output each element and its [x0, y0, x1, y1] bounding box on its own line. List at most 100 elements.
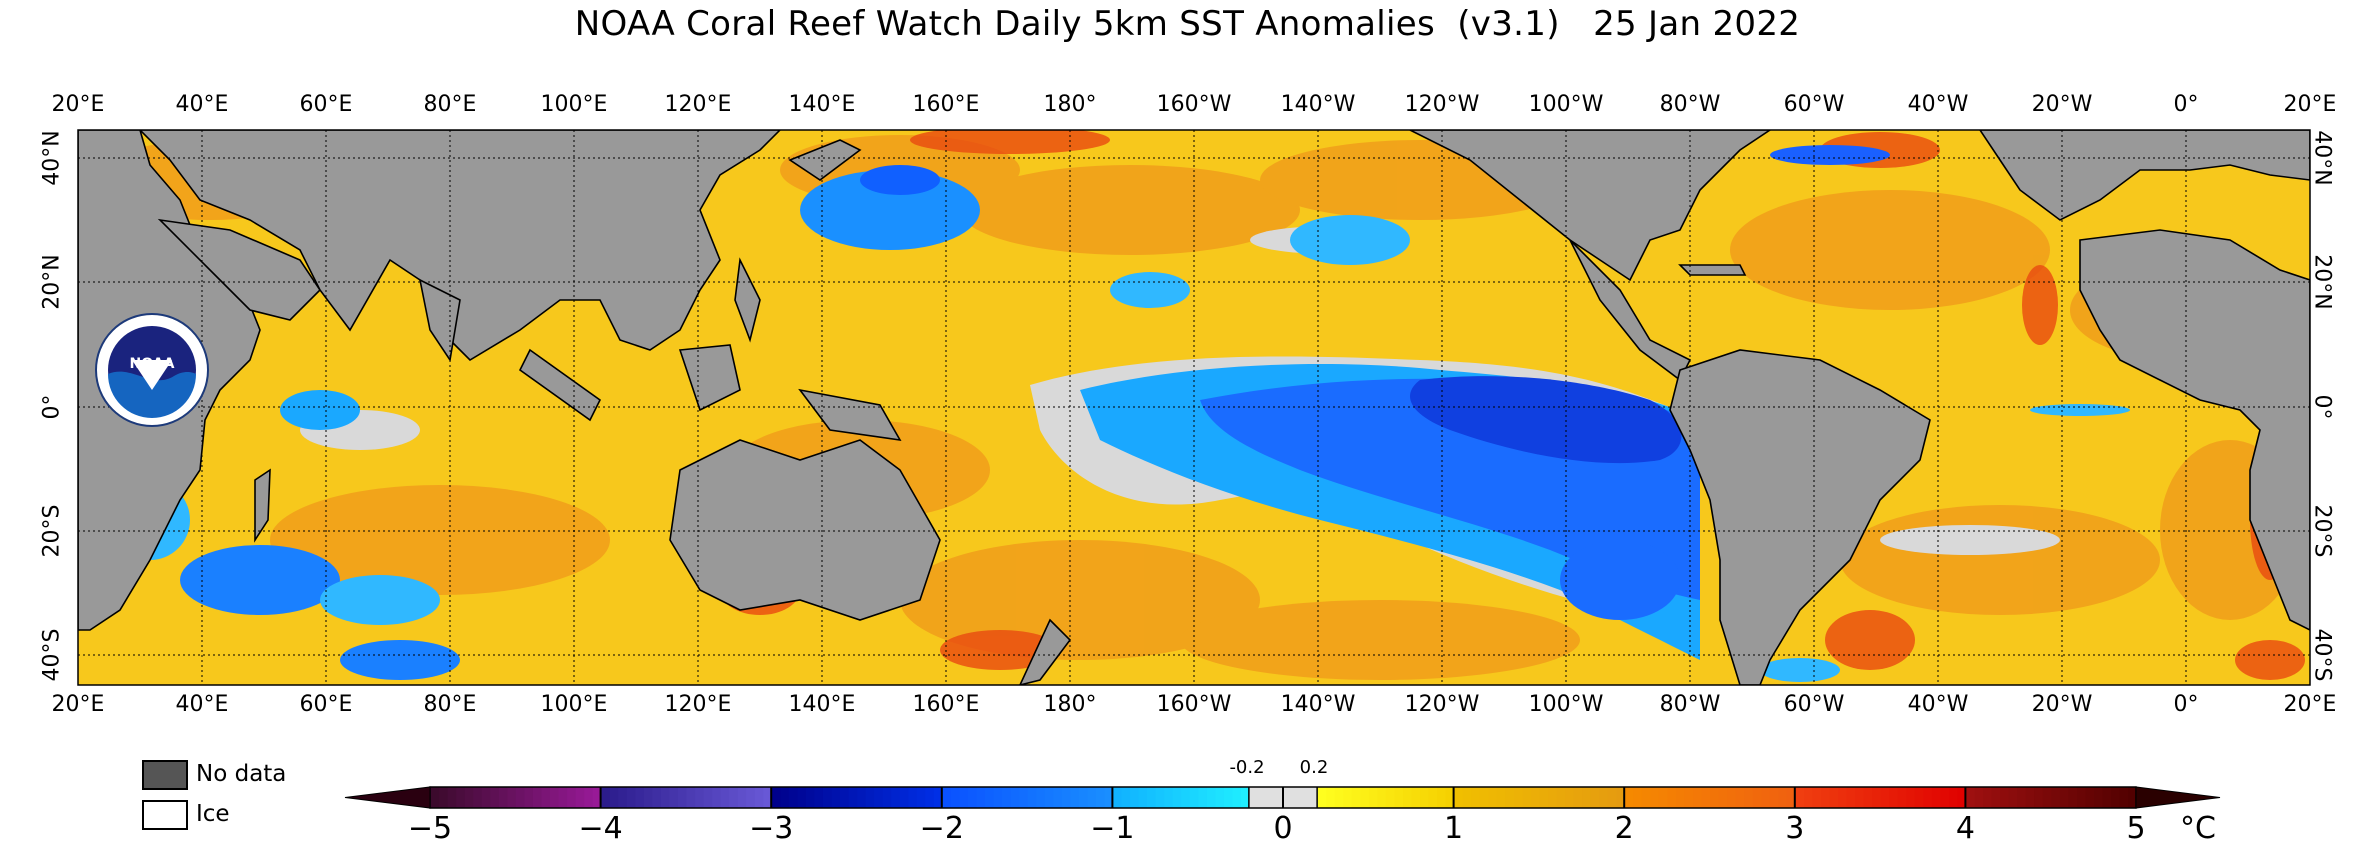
- colorbar-segment: [1300, 787, 1310, 808]
- colorbar-segment: [1675, 787, 1685, 808]
- colorbar-segment: [1718, 787, 1728, 808]
- colorbar-segment: [1470, 787, 1480, 808]
- borneo-land: [678, 344, 741, 412]
- colorbar-segment: [634, 787, 644, 808]
- colorbar-segment: [1547, 787, 1557, 808]
- colorbar-small-tick-neg: -0.2: [1229, 757, 1265, 778]
- colorbar-tick-label: 2: [1614, 811, 1634, 846]
- top-lon-label: 180°: [1043, 92, 1097, 117]
- colorbar-segment: [1897, 787, 1907, 808]
- bottom-lon-label: 40°E: [175, 692, 229, 717]
- colorbar-tick-label: −2: [919, 811, 964, 846]
- colorbar-segment: [472, 787, 482, 808]
- colorbar-segment: [873, 787, 883, 808]
- colorbar-segment: [1726, 787, 1736, 808]
- colorbar-segment: [813, 787, 823, 808]
- colorbar-segment: [1086, 787, 1096, 808]
- colorbar-segment: [1112, 787, 1122, 808]
- colorbar-segment: [1189, 787, 1199, 808]
- right-lat-label: 40°N: [2309, 130, 2335, 186]
- colorbar-segment: [2118, 787, 2129, 808]
- colorbar-tick-label: −5: [407, 811, 453, 846]
- colorbar-segment: [1265, 787, 1276, 808]
- top-lon-label: 0°: [2173, 92, 2199, 117]
- left-lat-label: 0°: [39, 394, 65, 420]
- colorbar-segment: [1274, 787, 1284, 808]
- colorbar-segment: [1564, 787, 1574, 808]
- top-lon-label: 20°E: [51, 92, 105, 117]
- colorbar-segment: [1530, 787, 1540, 808]
- colorbar-segment: [2127, 787, 2137, 808]
- sumatra-land: [518, 348, 602, 422]
- colorbar-segment: [1155, 787, 1165, 808]
- colorbar-segment: [865, 787, 875, 808]
- eurasia-land: [138, 130, 782, 362]
- colorbar-segment: [762, 787, 772, 808]
- europe-land: [1979, 130, 2310, 221]
- colorbar-segment: [1368, 787, 1378, 808]
- top-lon-label: 60°W: [1783, 92, 1845, 117]
- colorbar-segment: [1666, 787, 1676, 808]
- colorbar-segment: [847, 787, 858, 808]
- colorbar-segment: [1965, 787, 1975, 808]
- colorbar-under-triangle: [344, 786, 431, 809]
- colorbar-segment: [1385, 787, 1395, 808]
- colorbar-segment: [1359, 787, 1369, 808]
- bottom-lon-label: 80°W: [1659, 692, 1721, 717]
- colorbar-tick-label: 5: [2126, 811, 2146, 846]
- colorbar-segment: [1052, 787, 1062, 808]
- top-lon-label: 140°E: [788, 92, 856, 117]
- cuba-land: [1678, 264, 1747, 276]
- colorbar-segment: [950, 787, 960, 808]
- colorbar-segment: [1146, 787, 1156, 808]
- left-lat-label: 20°S: [39, 504, 65, 558]
- noaa-logo-text: NOAA: [130, 356, 175, 372]
- right-lat-label: 20°S: [2309, 504, 2335, 558]
- colorbar-segment: [1521, 787, 1531, 808]
- colorbar-segment: [1871, 787, 1881, 808]
- top-lon-label: 80°W: [1659, 92, 1721, 117]
- colorbar-segment: [1027, 787, 1037, 808]
- colorbar-segment: [1214, 787, 1224, 808]
- bottom-lon-label: 140°W: [1280, 692, 1356, 717]
- cold-anomaly-patches: [110, 145, 2130, 682]
- top-lon-label: 40°W: [1907, 92, 1969, 117]
- colorbar-segment: [1163, 787, 1173, 808]
- colorbar-segment: [1419, 787, 1429, 808]
- colorbar-segment: [1137, 787, 1148, 808]
- colorbar-segment: [1428, 787, 1438, 808]
- top-lon-label: 20°E: [2283, 92, 2337, 117]
- madagascar-land: [254, 468, 271, 543]
- south-america-land: [1669, 349, 1931, 685]
- colorbar-segment: [1700, 787, 1711, 808]
- colorbar-segment: [1948, 787, 1958, 808]
- colorbar-segment: [1129, 787, 1139, 808]
- colorbar-segment: [1854, 787, 1864, 808]
- colorbar-segment: [2008, 787, 2018, 808]
- colorbar-segment: [1095, 787, 1105, 808]
- colorbar-segment: [668, 787, 678, 808]
- colorbar-segment: [984, 787, 994, 808]
- colorbar-segment: [2084, 787, 2094, 808]
- colorbar-segment: [2016, 787, 2026, 808]
- colorbar-segment: [1248, 787, 1259, 808]
- colorbar-segment: [1206, 787, 1216, 808]
- bottom-lon-label: 60°W: [1783, 692, 1845, 717]
- colorbar-segment: [1982, 787, 1992, 808]
- colorbar-segment: [1581, 787, 1591, 808]
- colorbar-segment: [916, 787, 926, 808]
- colorbar-segment: [1658, 787, 1668, 808]
- bottom-lon-label: 20°E: [2283, 692, 2337, 717]
- colorbar-segment: [1794, 787, 1804, 808]
- colorbar-segment: [1172, 787, 1182, 808]
- colorbar-segment: [1445, 787, 1455, 808]
- colorbar-segment: [830, 787, 841, 808]
- bottom-lon-label: 60°E: [299, 692, 353, 717]
- colorbar-segment: [1402, 787, 1412, 808]
- colorbar: [344, 786, 2221, 809]
- colorbar-segment: [1683, 787, 1694, 808]
- colorbar-segment: [728, 787, 738, 808]
- colorbar-segment: [643, 787, 653, 808]
- colorbar-segment: [1786, 787, 1796, 808]
- colorbar-segment: [1914, 787, 1924, 808]
